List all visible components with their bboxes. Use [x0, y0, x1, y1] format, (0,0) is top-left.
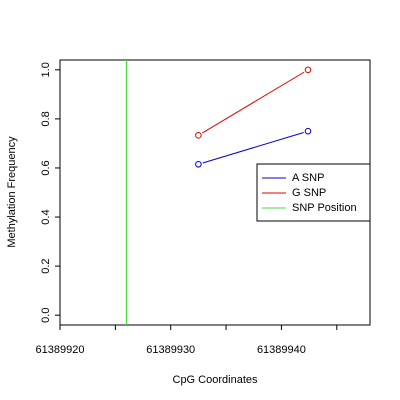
y-tick-label-3: 0.6 [40, 160, 52, 175]
y-axis: 0.0 0.2 0.4 0.6 0.8 1.0 [40, 62, 60, 323]
y-tick-label-1: 0.2 [40, 258, 52, 273]
a-snp-point-0 [195, 160, 202, 168]
x-axis-label: CpG Coordinates [173, 374, 258, 386]
legend-label-1: G SNP [292, 187, 326, 199]
y-tick-label-0: 0.0 [40, 308, 52, 323]
g-snp-point-1 [304, 66, 312, 74]
legend-label-2: SNP Position [292, 202, 357, 214]
x-tick-label-4: 61389940 [257, 344, 306, 356]
g-snp-point-0 [195, 132, 202, 139]
y-tick-label-2: 0.4 [40, 209, 52, 224]
x-tick-label-2: 61389930 [146, 344, 195, 356]
legend-label-0: A SNP [292, 172, 324, 184]
x-axis: 61389920 61389930 61389940 [36, 325, 338, 356]
legend: A SNP G SNP SNP Position [256, 163, 371, 222]
series-layer [195, 66, 312, 168]
a-snp-line-0 [202, 131, 304, 164]
y-axis-label: Methylation Frequency [6, 136, 18, 248]
a-snp-point-1 [304, 127, 312, 135]
y-tick-label-4: 0.8 [40, 111, 52, 126]
y-tick-label-5: 1.0 [40, 62, 52, 77]
x-tick-label-0: 61389920 [36, 344, 85, 356]
g-snp-line-0 [201, 71, 305, 134]
